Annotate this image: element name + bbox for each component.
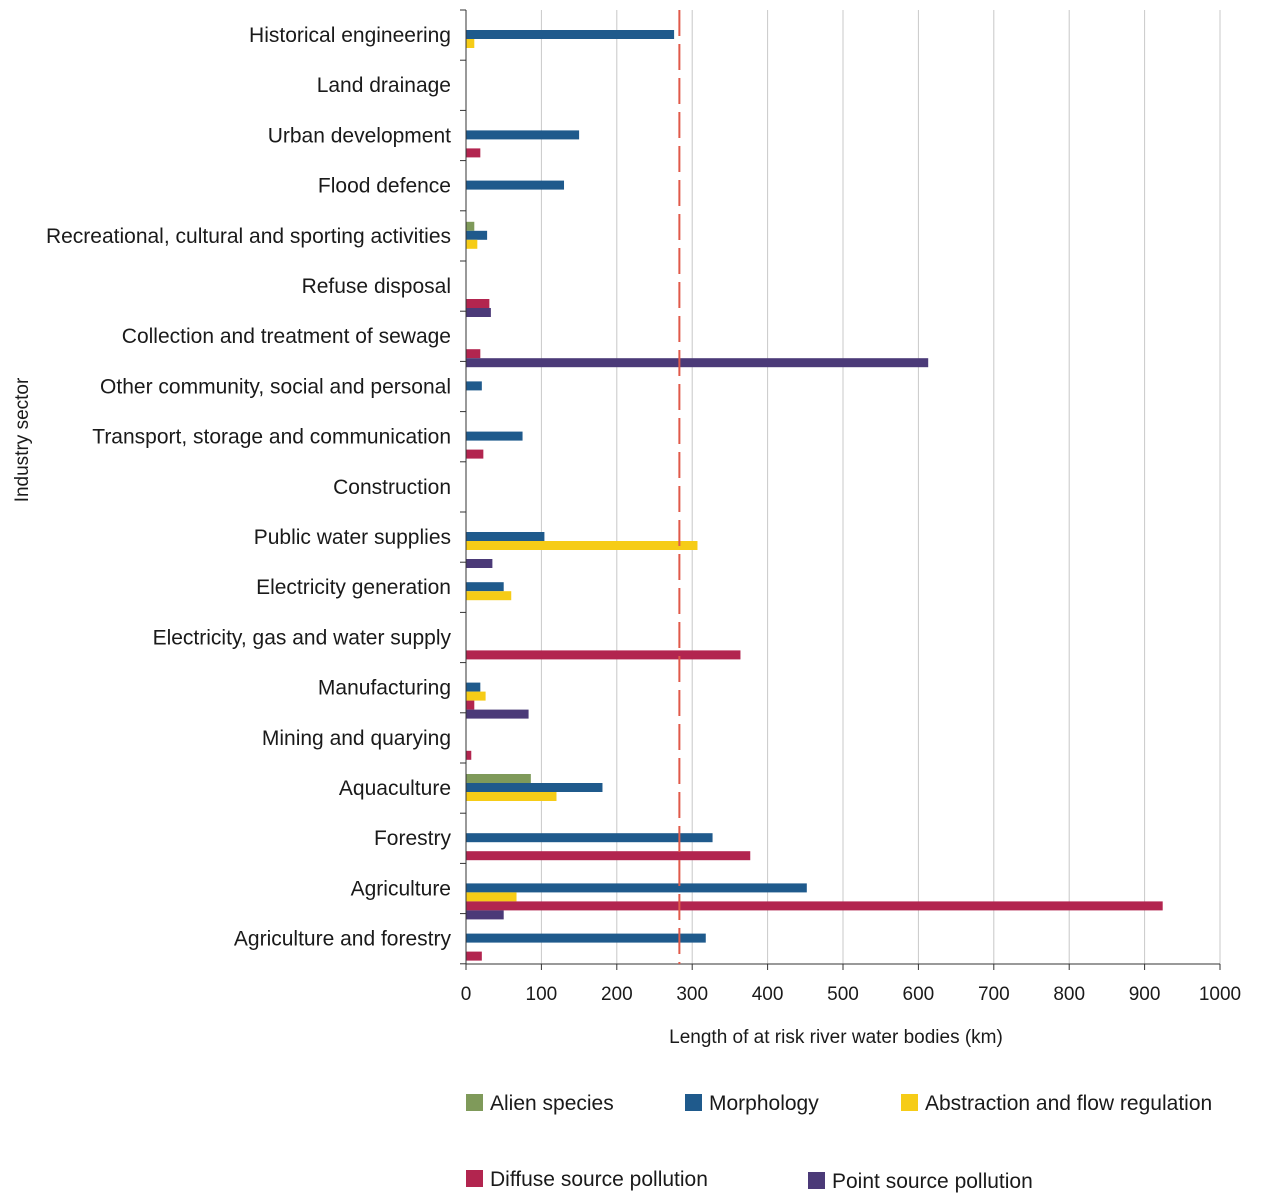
bar-2-16: [466, 783, 603, 792]
category-label: Historical engineering: [249, 24, 451, 47]
legend-label-5: Point source pollution: [832, 1170, 1033, 1193]
legend-swatch-5: [808, 1172, 825, 1189]
legend-swatch-4: [466, 1170, 483, 1187]
bar-3-5: [466, 239, 478, 249]
category-label: Collection and treatment of sewage: [122, 325, 451, 348]
bar-5-11: [466, 559, 493, 568]
x-tick-label: 600: [903, 984, 935, 1005]
bar-2-3: [466, 130, 580, 140]
bar-2-8: [466, 381, 482, 391]
legend-swatch-3: [901, 1094, 918, 1111]
bar-4-3: [466, 148, 481, 158]
x-tick-label: 900: [1129, 984, 1161, 1005]
x-tick-label: 400: [752, 984, 784, 1005]
bar-5-7: [466, 358, 929, 368]
category-label: Agriculture and forestry: [234, 928, 452, 951]
axes: [460, 9, 1221, 970]
bar-1-16: [466, 774, 531, 783]
bar-2-19: [466, 933, 706, 943]
grid: [540, 10, 1221, 964]
category-label: Urban development: [268, 124, 451, 147]
legend-label-4: Diffuse source pollution: [490, 1168, 708, 1191]
bar-5-18: [466, 910, 504, 920]
category-label: Aquaculture: [339, 777, 451, 800]
bar-5-6: [466, 308, 491, 317]
bar-4-19: [466, 951, 482, 961]
bar-2-9: [466, 431, 523, 441]
category-label: Public water supplies: [254, 526, 451, 549]
bar-1-5: [466, 221, 475, 231]
category-label: Electricity generation: [256, 576, 451, 599]
bar-3-14: [466, 691, 486, 701]
category-label: Other community, social and personal: [100, 375, 451, 398]
category-label: Forestry: [374, 827, 452, 850]
bar-3-12: [466, 591, 512, 601]
bar-4-9: [466, 449, 484, 459]
category-label: Land drainage: [317, 74, 451, 97]
x-axis-title: Length of at risk river water bodies (km…: [669, 1027, 1003, 1048]
category-label: Agriculture: [351, 877, 451, 900]
bar-3-11: [466, 541, 698, 550]
bar-4-7: [466, 349, 481, 359]
tick-labels: 0 100 200 300 400 500 600 700 800 900 1000: [461, 984, 1241, 1005]
bars: [466, 30, 1163, 961]
legend-swatch-2: [685, 1094, 702, 1111]
bar-2-14: [466, 682, 481, 692]
legend-swatch-1: [466, 1094, 483, 1111]
bar-4-6: [466, 299, 490, 308]
bar-4-17: [466, 851, 751, 861]
bar-2-18: [466, 883, 807, 893]
y-axis-title: Industry sector: [12, 377, 33, 502]
bar-2-5: [466, 230, 488, 240]
legend-label-2: Morphology: [709, 1092, 819, 1115]
bar-2-17: [466, 833, 713, 843]
category-label: Recreational, cultural and sporting acti…: [46, 225, 451, 248]
x-tick-label: 0: [461, 984, 472, 1005]
legend-label-3: Abstraction and flow regulation: [925, 1092, 1212, 1115]
x-tick-label: 100: [526, 984, 558, 1005]
bar-4-14: [466, 700, 475, 710]
category-label: Refuse disposal: [302, 275, 451, 298]
category-label: Manufacturing: [318, 677, 451, 700]
bar-2-4: [466, 180, 565, 190]
category-label: Mining and quarying: [262, 727, 451, 750]
legend-label-1: Alien species: [490, 1092, 614, 1115]
x-tick-label: 700: [978, 984, 1010, 1005]
bar-2-11: [466, 532, 545, 541]
bar-2-12: [466, 582, 504, 592]
bar-2-1: [466, 30, 675, 39]
category-label: Electricity, gas and water supply: [153, 626, 452, 649]
bar-4-15: [466, 750, 472, 760]
x-tick-label: 1000: [1199, 984, 1241, 1005]
category-label: Transport, storage and communication: [92, 426, 451, 449]
bar-3-1: [466, 39, 475, 48]
category-label: Flood defence: [318, 175, 451, 198]
x-tick-label: 500: [827, 984, 859, 1005]
bar-4-18: [466, 901, 1163, 911]
x-tick-label: 300: [676, 984, 708, 1005]
bar-3-18: [466, 892, 517, 902]
bar-3-16: [466, 792, 557, 801]
bar-4-13: [466, 650, 741, 660]
legend: Alien species Morphology Abstraction and f…: [466, 1092, 1212, 1193]
category-labels: Historical engineering Land drainage Urban…: [46, 24, 452, 951]
x-tick-label: 800: [1053, 984, 1085, 1005]
category-label: Construction: [333, 476, 451, 499]
x-tick-label: 200: [601, 984, 633, 1005]
bar-5-14: [466, 709, 529, 719]
